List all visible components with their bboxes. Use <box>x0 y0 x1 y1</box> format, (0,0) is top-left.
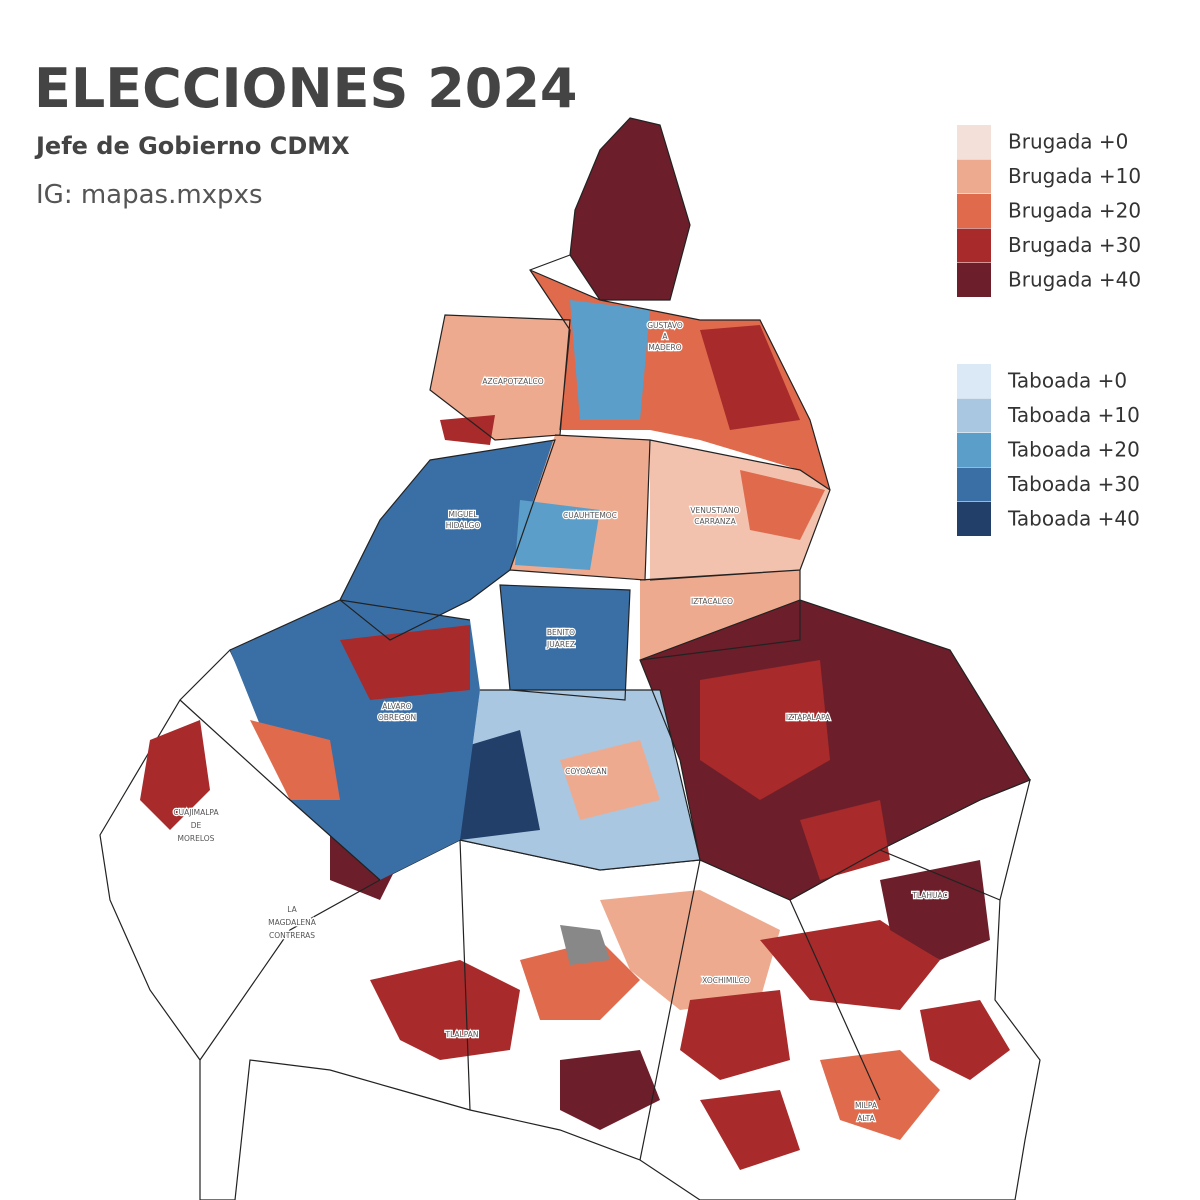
legend-label: Taboada +40 <box>1007 507 1140 531</box>
borough-label: MILPA ALTA <box>855 1101 878 1123</box>
legend-swatch <box>957 502 991 536</box>
borough-label: CUAJIMALPA DE MORELOS <box>173 808 219 843</box>
legend-label: Taboada +30 <box>1007 472 1140 496</box>
borough-label: IZTACALCO <box>691 597 733 606</box>
legend-swatch <box>957 433 991 467</box>
borough-label: CUAUHTEMOC <box>563 511 617 520</box>
legend-label: Brugada +10 <box>1008 164 1141 188</box>
borough-labels: GUSTAVO A MADERO AZCAPOTZALCO MIGUEL HIDALG… <box>172 320 949 1125</box>
legend-label: Brugada +30 <box>1008 233 1141 257</box>
legend-label: Taboada +10 <box>1007 403 1140 427</box>
title: ELECCIONES 2024 <box>34 57 578 120</box>
legend-swatch <box>957 364 991 398</box>
legend-swatch <box>957 263 991 297</box>
credit: IG: mapas.mxpxs <box>36 180 263 210</box>
legend-swatch <box>957 125 991 159</box>
legend-swatch <box>957 228 991 263</box>
map-shapes <box>99 117 1041 1200</box>
legend-label: Brugada +40 <box>1008 268 1141 292</box>
borough-label: MIGUEL HIDALGO <box>446 510 481 530</box>
subtitle: Jefe de Gobierno CDMX <box>34 132 350 160</box>
legend-label: Brugada +20 <box>1008 199 1141 223</box>
legend-swatch <box>957 467 991 502</box>
borough-label: GUSTAVO A MADERO <box>647 321 683 352</box>
borough-label: IZTAPALAPA <box>786 713 831 722</box>
borough-label: AZCAPOTZALCO <box>482 377 543 386</box>
borough-label: COYOACAN <box>565 767 607 776</box>
borough-label: ALVARO OBREGON <box>378 702 416 722</box>
legend-label: Taboada +0 <box>1007 369 1127 393</box>
legend-label: Brugada +0 <box>1008 130 1128 154</box>
legend-swatch <box>957 398 991 433</box>
legend-label: Taboada +20 <box>1007 438 1140 462</box>
legend-swatch <box>957 159 991 194</box>
legend-swatch <box>957 194 991 228</box>
borough-label: TLALPAN <box>444 1030 478 1039</box>
borough-label: XOCHIMILCO <box>702 976 750 985</box>
legend: Brugada +0 Brugada +10 Brugada +20 Brugada … <box>957 125 1141 536</box>
borough-label: TLAHUAC <box>911 891 947 900</box>
borough-label: VENUSTIANO CARRANZA <box>690 506 739 526</box>
borough-label: BENITO JUAREZ <box>546 628 575 649</box>
borough-label: LA MAGDALENA CONTRERAS <box>268 905 317 940</box>
